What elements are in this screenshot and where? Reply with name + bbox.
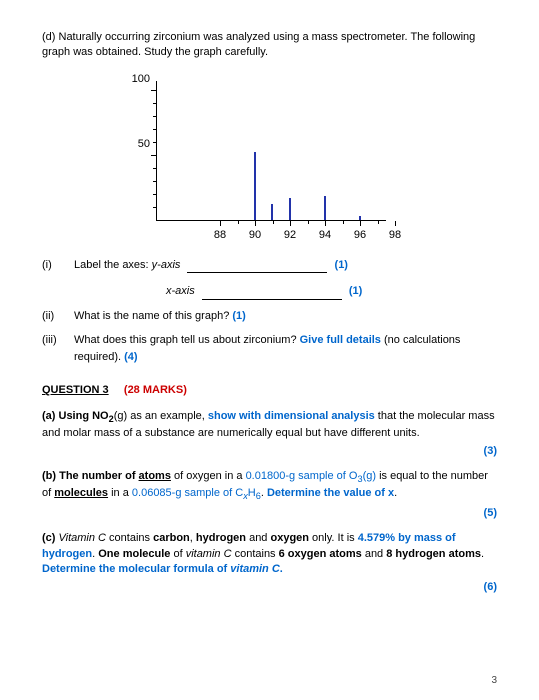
- q3-title: QUESTION 3: [42, 384, 109, 396]
- q-i-mark1: (1): [335, 259, 348, 271]
- question-i: (i) Label the axes: y-axis (1) x-axis (1…: [42, 257, 497, 300]
- qc-mid1: contains: [106, 532, 153, 544]
- qc-and2: and: [362, 548, 386, 560]
- qa-mark-row: (3): [42, 445, 497, 457]
- qc-lead: (c): [42, 532, 59, 544]
- mass-spectrum-chart: 10050889092949698: [122, 73, 497, 243]
- q-iii-mark: (4): [124, 351, 137, 363]
- qa-mark: (3): [484, 445, 497, 457]
- q-i-yaxis: y-axis: [152, 259, 181, 271]
- q3-marks: (28 MARKS): [124, 384, 187, 396]
- fill-line: [187, 272, 327, 273]
- qb-lead: (b) The number of: [42, 470, 139, 482]
- qb-blue2b: H: [248, 487, 256, 499]
- page-number: 3: [491, 675, 497, 686]
- question-iii: (iii) What does this graph tell us about…: [42, 332, 497, 365]
- q-i-lead: Label the axes:: [74, 259, 152, 271]
- qc-endp: .: [280, 563, 283, 575]
- qc-hyd: 8 hydrogen atoms: [386, 548, 481, 560]
- qc-o: oxygen: [270, 532, 309, 544]
- q-iii-text1: What does this graph tell us about zirco…: [74, 334, 300, 346]
- qa-bold: show with dimensional analysis: [208, 410, 375, 422]
- qc-mid2: of: [170, 548, 185, 560]
- question-a: (a) Using NO2(g) as an example, show wit…: [42, 409, 497, 441]
- q-i-index: (i): [42, 257, 74, 300]
- qc-vc3: vitamin C: [230, 563, 280, 575]
- qc-one: One molecule: [98, 548, 170, 560]
- q-ii-text: What is the name of this graph?: [74, 310, 232, 322]
- qb-molecules: molecules: [54, 487, 108, 499]
- d-intro-text: (d) Naturally occurring zirconium was an…: [42, 30, 497, 61]
- q-i-mark2: (1): [349, 285, 362, 297]
- fill-line: [202, 299, 342, 300]
- qb-mid1: of oxygen in a: [171, 470, 246, 482]
- qb-mark-row: (5): [42, 507, 497, 519]
- qc-mark-row: (6): [42, 581, 497, 593]
- qb-atoms: atoms: [139, 470, 171, 482]
- q-ii-mark: (1): [232, 310, 245, 322]
- qc-only: only. It is: [309, 532, 358, 544]
- qc-and1: and: [246, 532, 270, 544]
- qc-period2: .: [481, 548, 484, 560]
- qb-blue1b: (g): [363, 470, 376, 482]
- qb-blue1a: 0.01800-g sample of O: [246, 470, 358, 482]
- qc-oxy: 6 oxygen atoms: [279, 548, 362, 560]
- qb-det: Determine the value of x: [267, 487, 394, 499]
- question-3-heading: QUESTION 3 (28 MARKS): [42, 383, 497, 398]
- qc-mid3: contains: [232, 548, 279, 560]
- question-b: (b) The number of atoms of oxygen in a 0…: [42, 469, 497, 503]
- q-iii-bold: Give full details: [300, 334, 381, 346]
- qb-mid3: in a: [108, 487, 132, 499]
- q-iii-index: (iii): [42, 332, 74, 365]
- q-i-xaxis: x-axis: [166, 285, 195, 297]
- qc-h: hydrogen: [196, 532, 246, 544]
- qa-mid: (g) as an example,: [114, 410, 208, 422]
- qc-c: carbon: [153, 532, 190, 544]
- qc-vc1: Vitamin C: [59, 532, 106, 544]
- question-c: (c) Vitamin C contains carbon, hydrogen …: [42, 531, 497, 577]
- qb-mark: (5): [484, 507, 497, 519]
- question-ii: (ii) What is the name of this graph? (1): [42, 308, 497, 325]
- qc-vc2: vitamin C: [186, 548, 232, 560]
- qb-blue2a: 0.06085-g sample of C: [132, 487, 243, 499]
- qb-endp: .: [394, 487, 397, 499]
- qa-lead: (a) Using NO: [42, 410, 109, 422]
- q-ii-index: (ii): [42, 308, 74, 325]
- qc-mark: (6): [484, 581, 497, 593]
- qc-det: Determine the molecular formula of: [42, 563, 230, 575]
